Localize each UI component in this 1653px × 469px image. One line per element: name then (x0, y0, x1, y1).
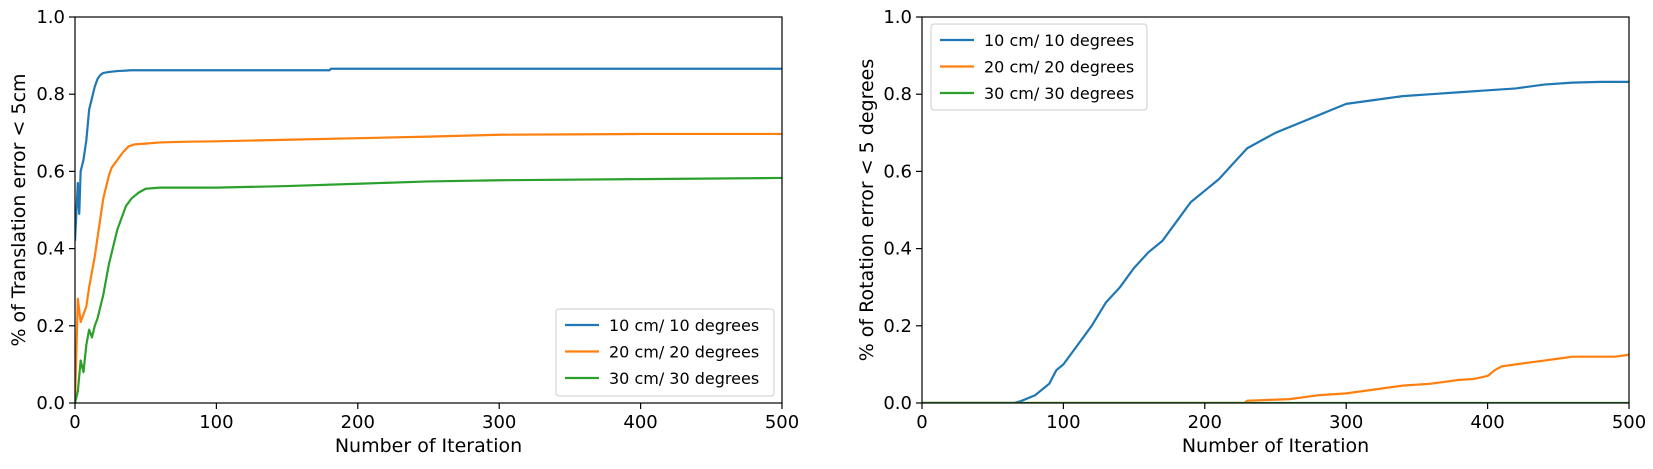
y-tick-label: 0.8 (36, 84, 65, 105)
plot-frame (74, 16, 783, 404)
y-axis-label: % of Rotation error < 5 degrees (856, 59, 878, 362)
x-tick-label: 100 (1046, 412, 1080, 433)
x-tick-label: 200 (341, 412, 375, 433)
y-tick-label: 1.0 (36, 7, 65, 28)
y-tick-label: 0.4 (36, 239, 65, 260)
y-axis-label: % of Translation error < 5cm (8, 73, 30, 346)
series-line-3 (75, 176, 782, 403)
y-tick-label: 0.2 (36, 316, 65, 337)
legend-box (930, 23, 1148, 111)
legend-label-1: 10 cm/ 10 degrees (609, 316, 759, 335)
y-tick-label: 0.2 (883, 316, 912, 337)
x-tick-label: 200 (1188, 412, 1222, 433)
x-tick-label: 0 (69, 412, 80, 433)
series-line-1 (922, 80, 1629, 403)
x-tick-label: 100 (199, 412, 233, 433)
rotation-error-chart: 0 100 200 300 400 500 0.0 0.2 0.4 0.6 0.8 1.0 Number… (856, 7, 1646, 457)
y-tick-label: 0.4 (883, 239, 912, 260)
series-line-2 (75, 132, 782, 403)
x-tick-label: 400 (1470, 412, 1504, 433)
y-tick-label: 0.0 (883, 393, 912, 414)
x-axis-label: Number of Iteration (335, 435, 522, 457)
y-tick-label: 0.8 (883, 84, 912, 105)
x-tick-label: 300 (482, 412, 516, 433)
x-tick-label: 300 (1329, 412, 1363, 433)
series-group (75, 67, 782, 403)
legend: 10 cm/ 10 degrees 20 cm/ 20 degrees 30 cm/… (555, 308, 775, 397)
legend-label-3: 30 cm/ 30 degrees (984, 84, 1134, 103)
y-tick-label: 1.0 (883, 7, 912, 28)
legend-label-2: 20 cm/ 20 degrees (984, 58, 1134, 77)
legend-box (555, 308, 775, 397)
y-tick-label: 0.6 (883, 161, 912, 182)
x-tick-label: 400 (623, 412, 657, 433)
x-tick-label: 500 (765, 412, 799, 433)
plot-frame (921, 16, 1630, 404)
x-tick-label: 500 (1612, 412, 1646, 433)
legend-label-3: 30 cm/ 30 degrees (609, 369, 759, 388)
x-tick-label: 0 (916, 412, 927, 433)
y-tick-label: 0.6 (36, 161, 65, 182)
x-axis-label: Number of Iteration (1182, 435, 1369, 457)
legend: 10 cm/ 10 degrees 20 cm/ 20 degrees 30 cm/… (930, 23, 1148, 111)
series-line-2 (922, 353, 1629, 403)
y-tick-label: 0.0 (36, 393, 65, 414)
series-line-1 (75, 67, 782, 241)
translation-error-chart: 0 100 200 300 400 500 0.0 0.2 0.4 0.6 0.8 1.0 Number… (8, 7, 799, 457)
legend-label-1: 10 cm/ 10 degrees (984, 31, 1134, 50)
legend-label-2: 20 cm/ 20 degrees (609, 343, 759, 362)
series-group (922, 80, 1629, 403)
